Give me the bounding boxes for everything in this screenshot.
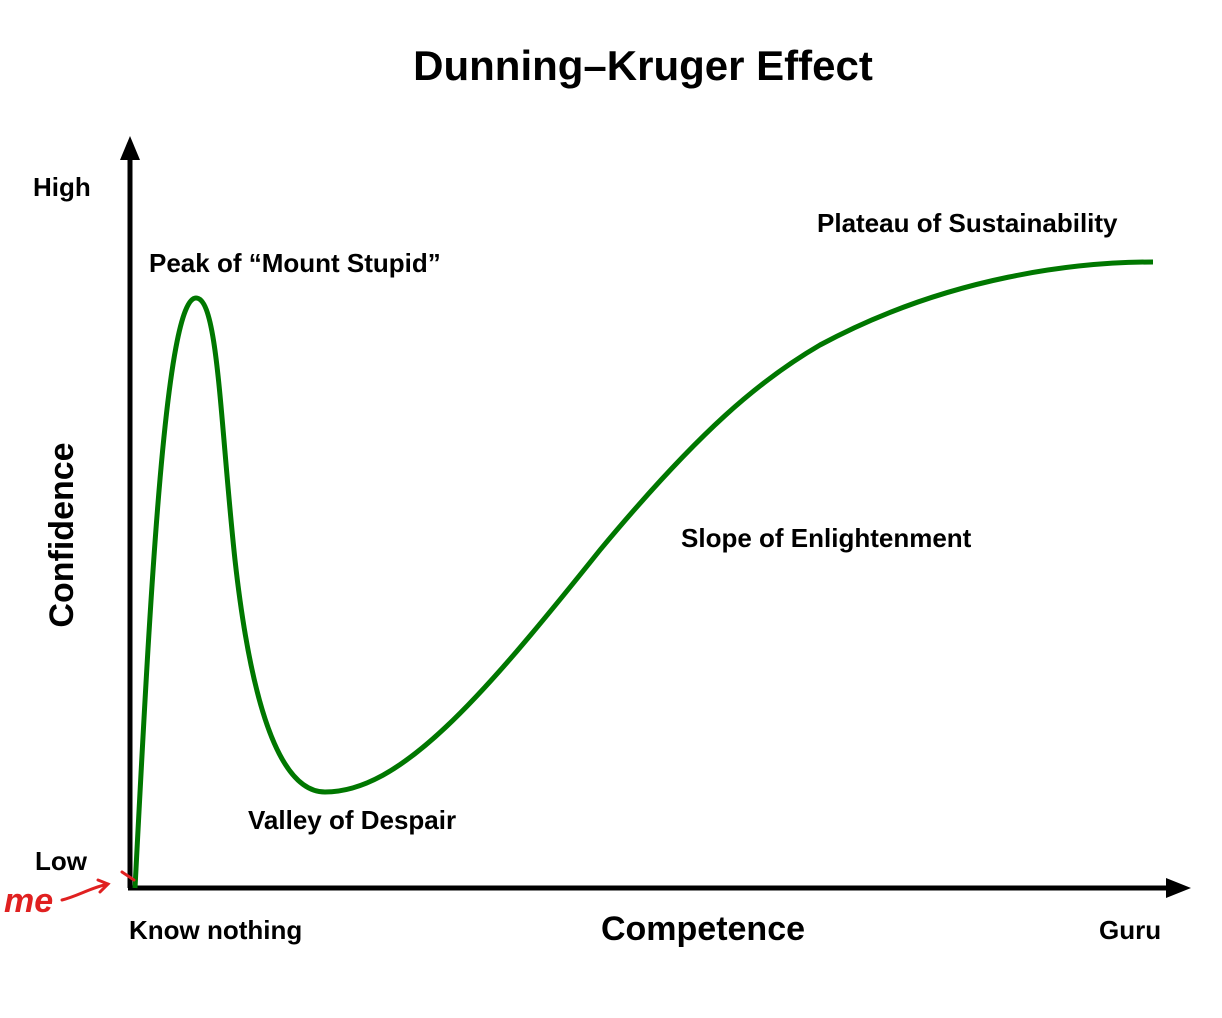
annotation: Peak of “Mount Stupid”: [149, 248, 441, 278]
curve: [132, 259, 1154, 889]
x-arrow: [1166, 878, 1191, 898]
x-high-label: Guru: [1099, 915, 1161, 945]
y-arrow: [120, 136, 140, 160]
y-low-label: Low: [35, 846, 88, 876]
handwritten-arrow: [60, 870, 136, 902]
y-high-label: High: [33, 172, 91, 202]
x-axis-label: Competence: [601, 910, 805, 948]
annotation: Valley of Despair: [248, 805, 456, 835]
y-axis-label: Confidence: [43, 442, 81, 627]
x-low-label: Know nothing: [129, 915, 302, 945]
title: Dunning–Kruger Effect: [413, 42, 873, 89]
annotation: Plateau of Sustainability: [817, 208, 1118, 238]
handwritten-note: me: [4, 882, 53, 920]
annotation: Slope of Enlightenment: [681, 523, 972, 553]
